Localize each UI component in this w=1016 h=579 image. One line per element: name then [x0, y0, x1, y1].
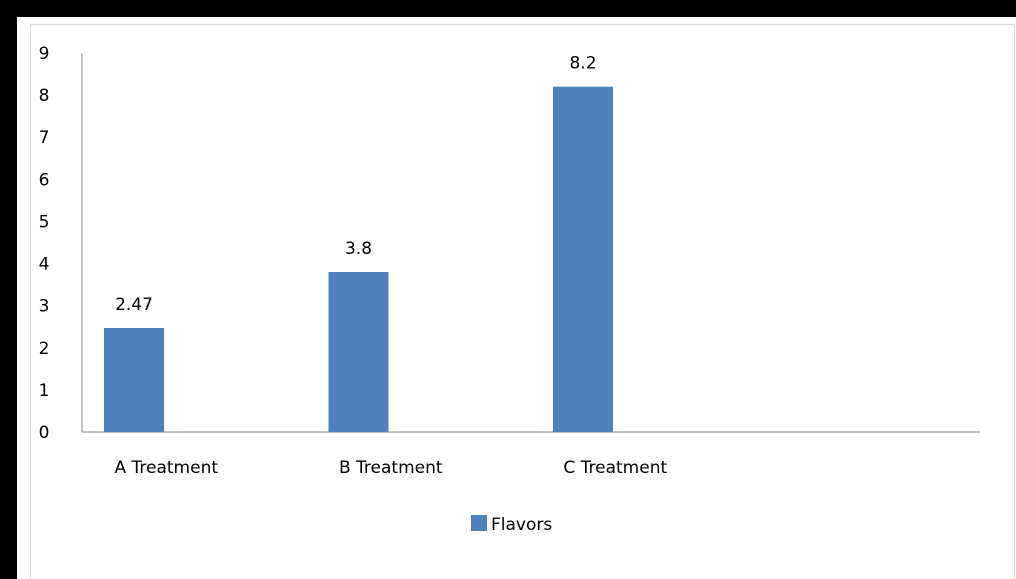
x-category-label: A Treatment: [114, 458, 218, 478]
data-labels: 2.47 3.8 8.2: [115, 54, 596, 315]
y-tick-label: 2: [39, 339, 50, 359]
y-tick-label: 4: [39, 255, 50, 275]
data-label: 3.8: [345, 239, 372, 259]
y-tick-label: 1: [39, 381, 50, 401]
y-tick-label: 3: [39, 297, 50, 317]
bar: [553, 86, 613, 432]
data-label: 2.47: [115, 295, 153, 315]
y-axis-ticks: 0 1 2 3 4 5 6 7 8 9: [39, 44, 50, 443]
y-tick-label: 8: [39, 86, 50, 106]
x-category-label: C Treatment: [563, 458, 667, 478]
y-tick-label: 5: [39, 212, 50, 232]
y-tick-label: 0: [39, 423, 50, 443]
y-tick-label: 9: [39, 44, 50, 64]
legend-label-flavors: Flavors: [491, 515, 552, 535]
x-axis-category-labels: A Treatment B Treatment C Treatment: [114, 458, 667, 478]
chart-area: [17, 17, 1016, 579]
x-category-label: B Treatment: [339, 458, 443, 478]
legend-swatch-flavors: [471, 515, 487, 531]
data-label: 8.2: [569, 54, 596, 74]
bar: [104, 327, 164, 432]
y-tick-label: 6: [39, 170, 50, 190]
legend: Flavors: [471, 515, 552, 535]
bars: [104, 86, 613, 432]
y-tick-label: 7: [39, 128, 50, 148]
bar: [328, 271, 389, 432]
chart-inner-border: [30, 24, 1015, 579]
